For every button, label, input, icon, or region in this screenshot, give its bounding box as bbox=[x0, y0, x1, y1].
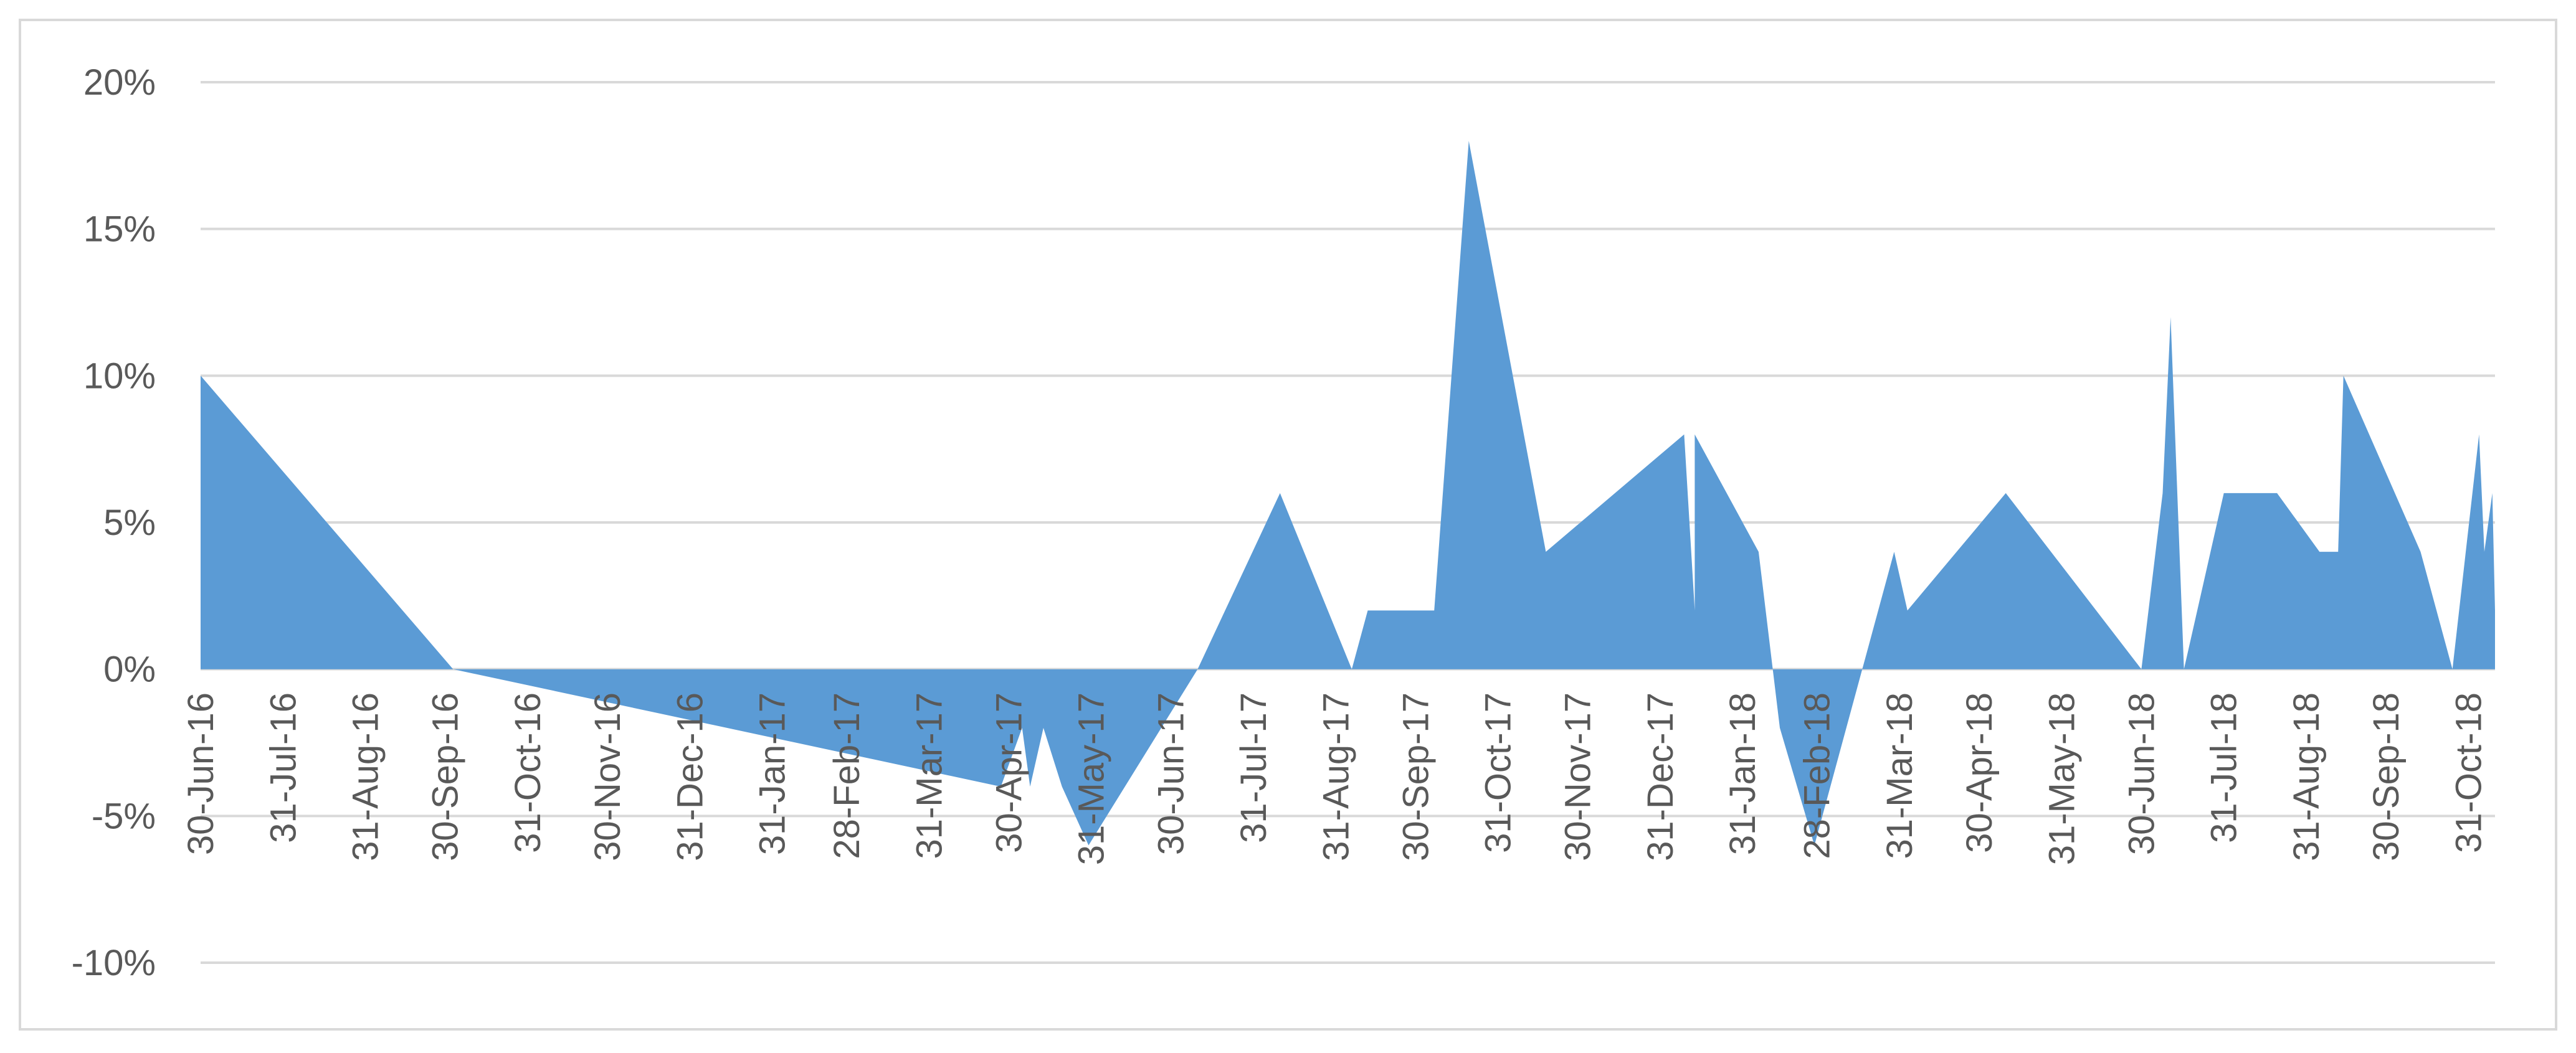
x-tick-label: 31-Jul-17 bbox=[1233, 692, 1274, 843]
x-tick-label: 31-Aug-17 bbox=[1316, 692, 1356, 861]
y-tick-label: 15% bbox=[83, 209, 156, 250]
x-tick-label: 30-Apr-17 bbox=[989, 692, 1029, 853]
x-tick-label: 31-Mar-18 bbox=[1880, 692, 1920, 859]
x-tick-label: 31-Dec-16 bbox=[670, 692, 710, 861]
x-tick-label: 30-Jun-17 bbox=[1151, 692, 1192, 855]
x-tick-label: 30-Jun-18 bbox=[2121, 692, 2162, 855]
y-tick-label: 0% bbox=[103, 649, 156, 690]
x-tick-label: 31-May-18 bbox=[2041, 692, 2082, 865]
y-tick-label: 20% bbox=[83, 62, 156, 103]
x-tick-label: 31-Dec-17 bbox=[1640, 692, 1681, 861]
x-tick-label: 31-Aug-16 bbox=[346, 692, 386, 861]
x-tick-label: 31-Jan-18 bbox=[1723, 692, 1763, 855]
y-tick-label: -5% bbox=[92, 796, 156, 836]
x-tick-label: 30-Apr-18 bbox=[1959, 692, 2000, 853]
x-tick-label: 30-Sep-18 bbox=[2366, 692, 2407, 861]
x-tick-label: 28-Feb-18 bbox=[1797, 692, 1838, 859]
x-tick-label: 30-Sep-16 bbox=[425, 692, 466, 861]
x-tick-label: 31-Jul-16 bbox=[263, 692, 303, 843]
y-axis-tick-labels: 20% 15% 10% 5% 0% -5% -10% bbox=[72, 62, 156, 983]
x-tick-label: 31-Oct-17 bbox=[1478, 692, 1519, 853]
x-axis-tick-labels: 30-Jun-16 31-Jul-16 31-Aug-16 30-Sep-16 31-O… bbox=[181, 692, 2489, 865]
x-tick-label: 31-May-17 bbox=[1072, 692, 1112, 865]
x-tick-label: 31-Mar-17 bbox=[909, 692, 949, 859]
x-tick-label: 30-Sep-17 bbox=[1395, 692, 1436, 861]
area-series-fill bbox=[201, 141, 2495, 846]
x-tick-label: 31-Oct-16 bbox=[508, 692, 548, 853]
x-tick-label: 31-Jan-17 bbox=[753, 692, 793, 855]
y-tick-label: -10% bbox=[72, 943, 156, 983]
x-tick-label: 30-Nov-16 bbox=[587, 692, 628, 861]
x-tick-label: 28-Feb-17 bbox=[827, 692, 867, 859]
x-tick-label: 31-Oct-18 bbox=[2448, 692, 2489, 853]
x-tick-label: 30-Jun-16 bbox=[181, 692, 221, 855]
y-tick-label: 5% bbox=[103, 503, 156, 543]
x-tick-label: 31-Aug-18 bbox=[2286, 692, 2327, 861]
y-tick-label: 10% bbox=[83, 356, 156, 396]
area-series bbox=[201, 141, 2495, 846]
x-tick-label: 30-Nov-17 bbox=[1558, 692, 1599, 861]
x-tick-label: 31-Jul-18 bbox=[2204, 692, 2245, 843]
